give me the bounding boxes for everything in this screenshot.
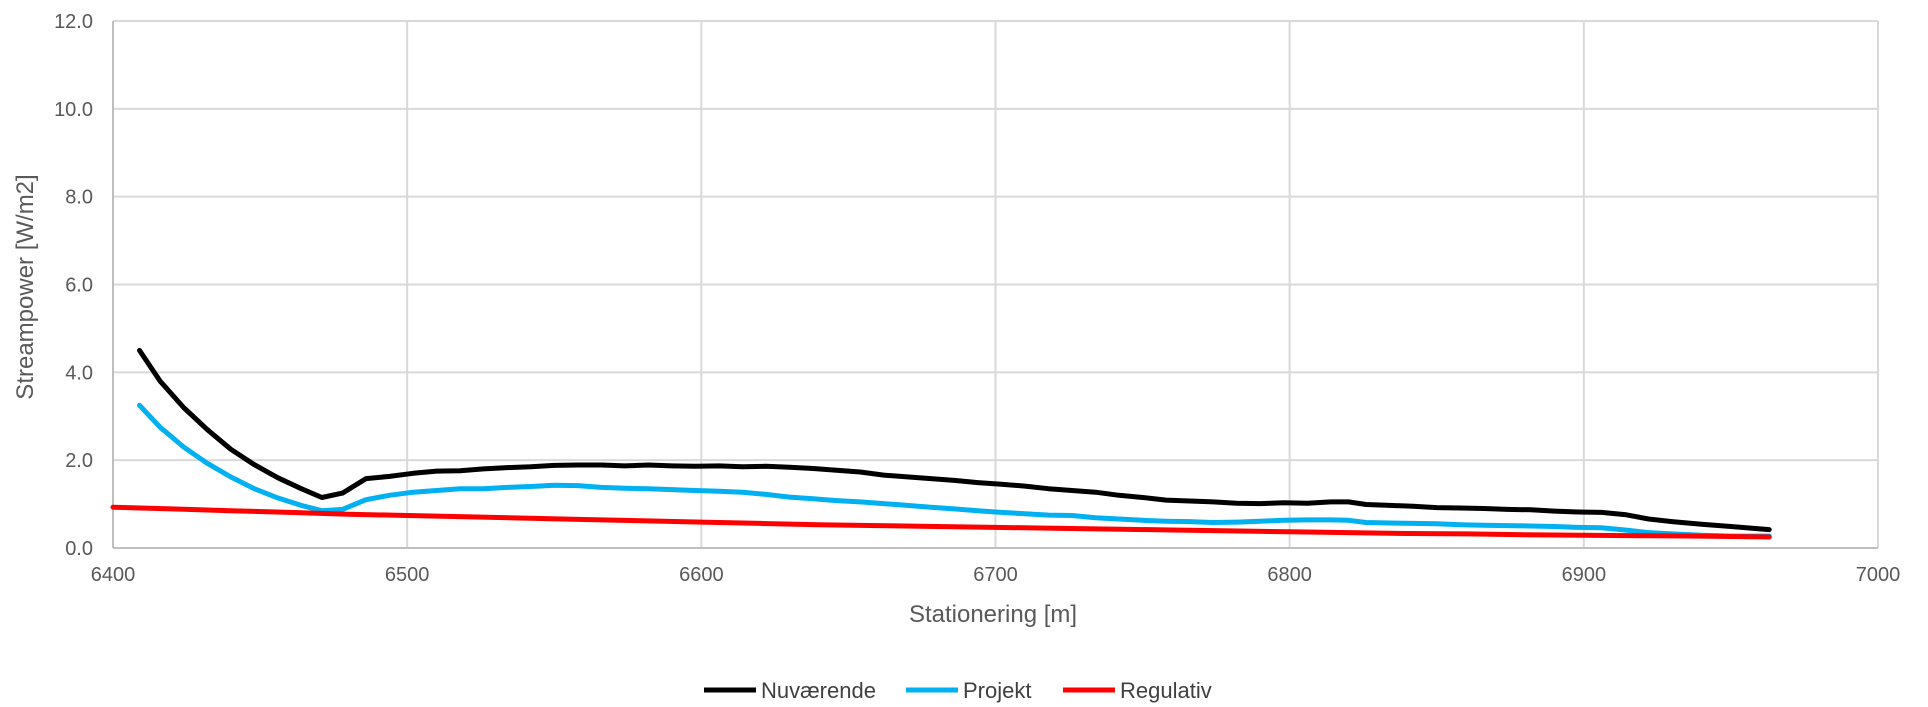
series-line-nuvaerende (137, 347, 1772, 533)
x-tick-label: 7000 (1856, 564, 1901, 586)
x-tick-label: 6800 (1267, 564, 1312, 586)
legend-label-projekt: Projekt (963, 678, 1031, 703)
y-tick-label: 10.0 (54, 99, 93, 121)
y-axis-title: Streampower [W/m2] (12, 174, 39, 399)
x-tick-label: 6500 (385, 564, 430, 586)
series-line-regulativ (110, 504, 1772, 540)
y-tick-label: 2.0 (65, 450, 93, 472)
axes (112, 21, 1878, 549)
x-tick-label: 6900 (1562, 564, 1607, 586)
x-tick-label: 6400 (91, 564, 136, 586)
series-lines (110, 347, 1772, 540)
y-tick-label: 12.0 (54, 11, 93, 33)
tick-labels: 0.0 2.0 4.0 6.0 8.0 10.0 12.0 6400 6500 6600 6700 6… (54, 11, 1900, 586)
legend-label-regulativ: Regulativ (1120, 678, 1212, 703)
x-tick-label: 6700 (973, 564, 1018, 586)
gridlines (113, 20, 1879, 548)
series-line-projekt (137, 402, 1772, 539)
y-tick-label: 0.0 (65, 538, 93, 560)
x-tick-label: 6600 (679, 564, 724, 586)
y-tick-label: 4.0 (65, 362, 93, 384)
y-tick-label: 6.0 (65, 275, 93, 297)
x-axis-title: Stationering [m] (909, 601, 1077, 628)
legend: Nuværende Projekt Regulativ (704, 678, 1212, 703)
legend-label-nuvaerende: Nuværende (761, 678, 876, 703)
y-tick-label: 8.0 (65, 187, 93, 209)
